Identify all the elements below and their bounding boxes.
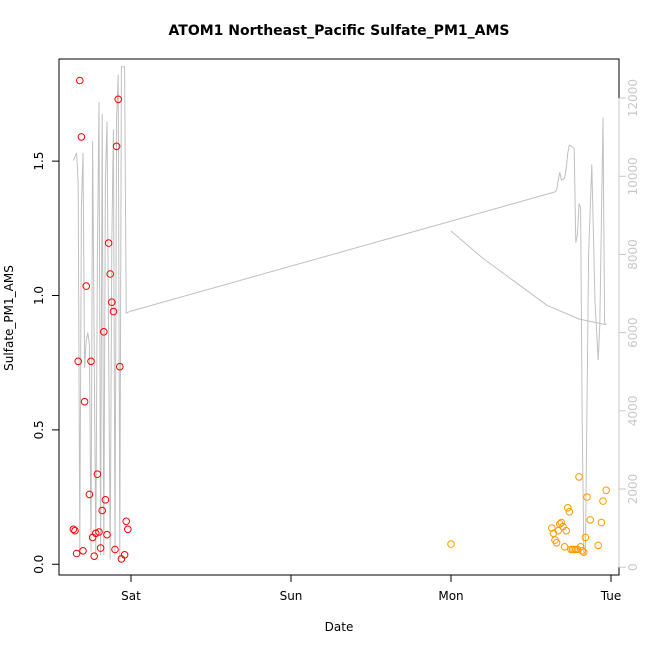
scatter-point-s2-11: [562, 526, 571, 535]
scatter-point-s2-25: [586, 516, 595, 524]
scatter-point-s1-25: [109, 307, 118, 316]
scatter-point-s2-1: [447, 540, 455, 548]
scatter-point-s2-10: [560, 543, 569, 551]
y-tick-label: 0.0: [32, 555, 46, 574]
scatter-point-s2-22: [580, 548, 588, 557]
scatter-point-s1-15: [93, 470, 102, 479]
scatter-point-s1-11: [87, 357, 95, 366]
scatter-point-s1-22: [104, 239, 113, 247]
scatter-point-s1-29: [116, 362, 124, 371]
y-axis-right: 0 2000 4000 6000 8000 10000 12000: [618, 79, 640, 571]
x-tick-label: Tue: [600, 589, 622, 603]
scatter-point-s2-8: [557, 518, 566, 527]
y2-tick-label: 0: [626, 563, 640, 571]
y2-tick-label: 4000: [626, 396, 640, 427]
x-axis-label: Date: [325, 620, 354, 634]
scatter-point-s2-29: [602, 486, 611, 495]
x-tick-label: Sun: [280, 589, 303, 603]
scatter-point-s2-12: [564, 504, 572, 512]
y-axis-label: Sulfate_PM1_AMS: [2, 265, 16, 371]
line-series-segment-1: [72, 66, 607, 560]
scatter-point-s1-18: [98, 506, 106, 515]
chart-title: ATOM1 Northeast_Pacific Sulfate_PM1_AMS: [169, 23, 510, 39]
scatter-point-s2-24: [583, 493, 591, 501]
scatter-point-s1-28: [114, 95, 122, 104]
y2-tick-label: 6000: [626, 317, 640, 348]
line-series-segment-2: [450, 230, 607, 326]
y-tick-label: 1.5: [32, 152, 46, 171]
scatter-point-s1-31: [120, 551, 129, 559]
scatter-point-s1-4: [74, 357, 82, 366]
x-tick-label: Mon: [438, 589, 463, 603]
y-tick-label: 0.5: [32, 420, 46, 439]
scatter-point-s1-8: [80, 397, 89, 406]
scatter-point-s1-5: [76, 76, 84, 85]
scatter-point-s1-33: [124, 525, 132, 534]
y2-tick-label: 12000: [626, 79, 640, 117]
scatter-point-s1-6: [77, 133, 86, 141]
scatter-point-s2-19: [575, 473, 583, 481]
y-tick-label: 1.0: [32, 286, 46, 305]
scatter-point-s2-28: [599, 497, 607, 505]
scatter-point-s2-5: [552, 539, 561, 547]
scatter-point-s1-9: [82, 282, 90, 290]
scatter-point-s2-6: [554, 526, 563, 535]
line-series-group: [72, 66, 607, 560]
scatter-point-s1-7: [79, 547, 87, 555]
scatter-point-s2-27: [597, 518, 606, 527]
y2-tick-label: 10000: [626, 157, 640, 195]
scatter-point-s2-2: [548, 524, 556, 532]
scatter-point-s2-13: [565, 508, 574, 516]
scatter-point-s1-23: [106, 270, 114, 278]
scatter-point-s2-23: [581, 533, 590, 542]
scatter-point-s1-26: [111, 545, 119, 554]
scatter-point-s1-19: [100, 328, 108, 336]
x-tick-label: Sat: [121, 589, 141, 603]
scatter-point-s1-21: [103, 530, 111, 539]
y2-tick-label: 2000: [626, 474, 640, 505]
scatter-point-s1-27: [112, 142, 121, 151]
scatter-point-s1-17: [96, 544, 105, 552]
scatter-point-s1-2: [71, 526, 79, 535]
scatter-point-s1-10: [85, 490, 94, 499]
scatter-point-s2-20: [576, 543, 585, 551]
scatter-point-s1-32: [122, 517, 130, 526]
scatter-point-s1-20: [101, 496, 110, 504]
scatter-point-s1-13: [90, 552, 98, 561]
scatter-point-s2-21: [578, 547, 587, 555]
scatter-point-s1-3: [72, 549, 81, 558]
scatter-point-s1-16: [95, 528, 103, 536]
scatter-point-s1-24: [108, 298, 116, 307]
points-group: [69, 76, 611, 563]
y-axis-left: 0.0 0.5 1.0 1.5: [32, 152, 60, 574]
scatter-point-s1-1: [69, 525, 78, 534]
y2-tick-label: 8000: [626, 239, 640, 270]
x-axis: Sat Sun Mon Tue: [121, 574, 622, 603]
scatter-point-s2-26: [594, 541, 603, 550]
